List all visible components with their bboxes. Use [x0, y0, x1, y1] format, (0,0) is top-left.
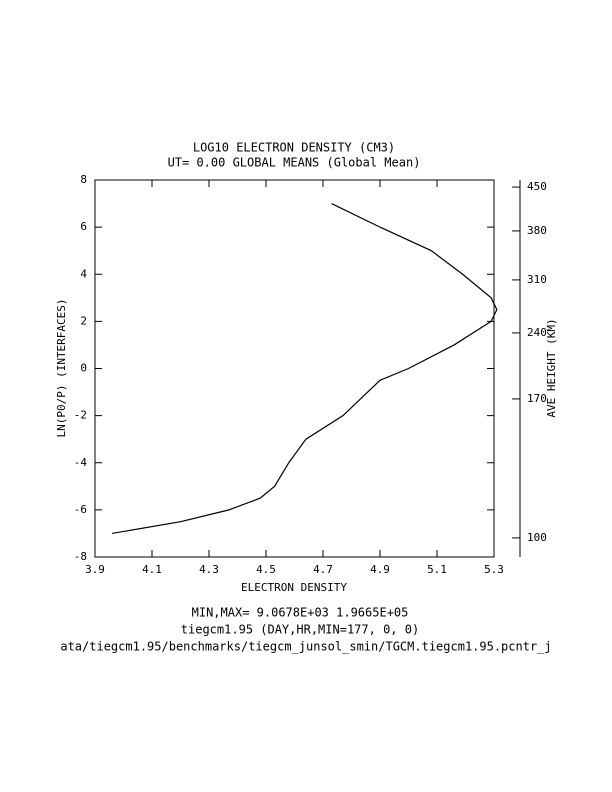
- footer-line: ata/tiegcm1.95/benchmarks/tiegcm_junsol_…: [60, 640, 551, 654]
- x-tick-label: 4.5: [256, 563, 276, 576]
- footer-line: tiegcm1.95 (DAY,HR,MIN=177, 0, 0): [181, 623, 419, 637]
- x-tick-label: 5.3: [484, 563, 504, 576]
- y2-tick-label: 380: [527, 224, 547, 237]
- x-tick-label: 4.9: [370, 563, 390, 576]
- y-tick-label: 0: [80, 362, 87, 375]
- x-tick-label: 4.1: [142, 563, 162, 576]
- y2-tick-label: 100: [527, 531, 547, 544]
- chart-title: LOG10 ELECTRON DENSITY (CM3): [193, 141, 395, 155]
- y2-tick-label: 170: [527, 392, 547, 405]
- y-axis-label: LN(P0/P) (INTERFACES): [55, 298, 68, 437]
- chart-subtitle: UT= 0.00 GLOBAL MEANS (Global Mean): [168, 156, 421, 170]
- x-axis-label: ELECTRON DENSITY: [241, 581, 347, 594]
- y-tick-label: -2: [74, 409, 87, 422]
- plot-frame: [94, 179, 495, 558]
- x-tick-label: 4.7: [313, 563, 333, 576]
- y-tick-label: 8: [80, 173, 87, 186]
- y-tick-label: 2: [80, 314, 87, 327]
- y-tick-label: 4: [80, 267, 87, 280]
- x-tick-label: 3.9: [85, 563, 105, 576]
- y-tick-label: -4: [74, 456, 88, 469]
- y2-tick-label: 240: [527, 326, 547, 339]
- x-tick-label: 4.3: [199, 563, 219, 576]
- y-tick-label: -8: [74, 550, 87, 563]
- y2-axis-label: AVE HEIGHT (KM): [545, 318, 558, 417]
- y-tick-label: -6: [74, 503, 87, 516]
- footer-line: MIN,MAX= 9.0678E+03 1.9665E+05: [192, 606, 409, 620]
- y-tick-label: 6: [80, 220, 87, 233]
- y2-tick-label: 450: [527, 180, 547, 193]
- x-tick-label: 5.1: [427, 563, 447, 576]
- data-line: [111, 203, 498, 535]
- y2-tick-label: 310: [527, 273, 547, 286]
